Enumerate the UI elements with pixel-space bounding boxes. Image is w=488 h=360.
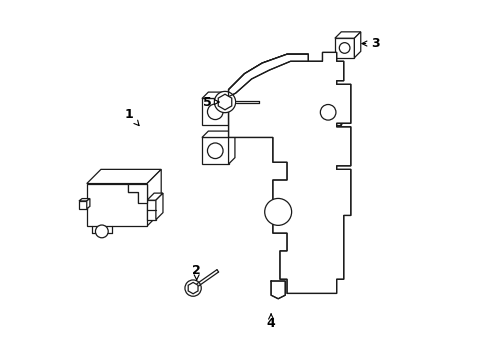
Circle shape (320, 104, 335, 120)
Polygon shape (334, 32, 360, 38)
Polygon shape (270, 281, 285, 299)
Polygon shape (86, 199, 90, 209)
Polygon shape (315, 93, 346, 100)
Circle shape (207, 143, 223, 158)
Text: 3: 3 (361, 37, 379, 50)
Polygon shape (127, 184, 147, 203)
Polygon shape (147, 193, 163, 200)
Text: 5: 5 (203, 95, 219, 108)
Polygon shape (79, 199, 90, 201)
Polygon shape (147, 200, 156, 220)
Polygon shape (202, 138, 228, 164)
Polygon shape (228, 53, 350, 293)
Polygon shape (334, 38, 354, 58)
Polygon shape (86, 169, 161, 184)
Polygon shape (156, 193, 163, 220)
Circle shape (207, 104, 223, 120)
Polygon shape (354, 32, 360, 58)
Text: 1: 1 (124, 108, 139, 126)
Polygon shape (202, 99, 228, 125)
Polygon shape (228, 54, 307, 97)
Polygon shape (188, 283, 198, 294)
Polygon shape (315, 100, 340, 125)
Circle shape (95, 225, 108, 238)
Polygon shape (228, 131, 234, 164)
Polygon shape (340, 93, 346, 125)
Circle shape (264, 198, 291, 225)
Text: 2: 2 (192, 264, 201, 280)
Circle shape (214, 91, 235, 113)
Polygon shape (218, 94, 231, 110)
Polygon shape (202, 131, 234, 138)
Polygon shape (86, 184, 147, 226)
Polygon shape (228, 92, 234, 125)
Text: 4: 4 (266, 314, 275, 330)
Polygon shape (79, 201, 86, 209)
Polygon shape (147, 169, 161, 226)
Circle shape (339, 42, 349, 53)
Polygon shape (202, 92, 234, 99)
